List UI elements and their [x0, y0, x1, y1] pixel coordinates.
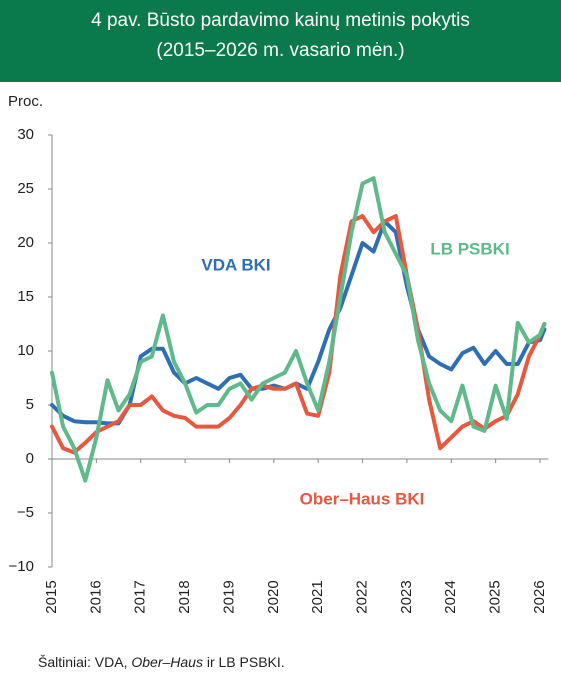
x-tick-label: 2026 — [531, 580, 548, 613]
y-tick-label: 10 — [17, 342, 34, 359]
y-axis-label: Proc. — [8, 93, 43, 110]
x-tick-label: 2020 — [265, 580, 282, 613]
x-tick-label: 2021 — [309, 580, 326, 613]
y-tick-label: −10 — [9, 558, 34, 575]
y-tick-label: −5 — [17, 504, 34, 521]
x-tick-label: 2018 — [176, 580, 193, 613]
series-label: Ober–Haus BKI — [300, 489, 425, 508]
source-text: ir LB PSBKI. — [202, 654, 285, 670]
series-label: LB PSBKI — [430, 239, 509, 258]
x-tick-label: 2016 — [87, 580, 104, 613]
series-label: VDA BKI — [201, 255, 270, 274]
y-tick-label: 0 — [26, 450, 34, 467]
y-tick-label: 30 — [17, 126, 34, 143]
source-text: Šaltiniai: VDA, — [38, 654, 132, 670]
series-line — [50, 176, 547, 483]
source-note: Šaltiniai: VDA, Ober–Haus ir LB PSBKI. — [38, 654, 285, 670]
x-tick-label: 2025 — [487, 580, 504, 613]
x-tick-label: 2017 — [132, 580, 149, 613]
x-tick-label: 2022 — [354, 580, 371, 613]
y-tick-label: 15 — [17, 288, 34, 305]
x-tick-label: 2015 — [43, 580, 60, 613]
x-tick-label: 2024 — [442, 580, 459, 613]
header: 4 pav. Būsto pardavimo kainų metinis pok… — [0, 0, 561, 82]
y-tick-label: 20 — [17, 234, 34, 251]
x-tick-label: 2019 — [220, 580, 237, 613]
x-tick-label: 2023 — [398, 580, 415, 613]
y-tick-label: 5 — [26, 396, 34, 413]
title: 4 pav. Būsto pardavimo kainų metinis pok… — [91, 10, 470, 31]
y-tick-label: 25 — [17, 180, 34, 197]
series-line — [50, 214, 547, 455]
subtitle: (2015–2026 m. vasario mėn.) — [156, 40, 405, 61]
source-text: Ober–Haus — [131, 654, 203, 670]
